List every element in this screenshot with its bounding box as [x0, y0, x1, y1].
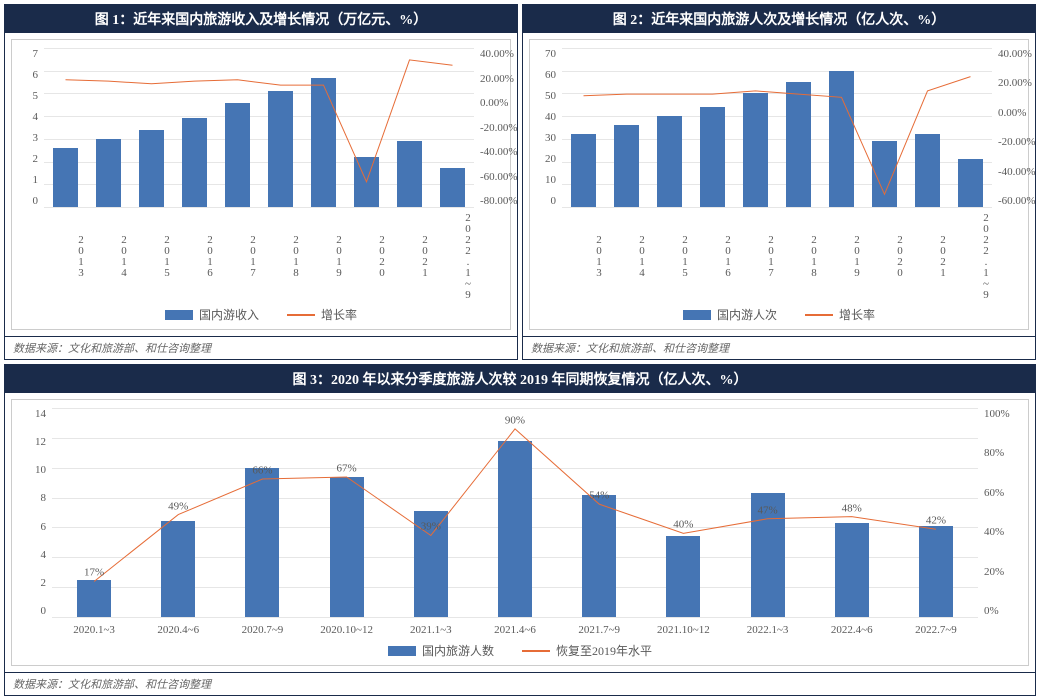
chart3-bars: [52, 408, 978, 617]
chart2-legend: 国内游人次 增长率: [540, 306, 1018, 323]
chart1-y-left: 76543210: [12, 48, 38, 207]
legend-bar-item: 国内游人次: [683, 306, 777, 323]
legend-line-item: 恢复至2019年水平: [522, 642, 652, 659]
chart-grid: 图 1：近年来国内旅游收入及增长情况（万亿元、%） 76543210 40.00…: [4, 4, 1036, 696]
legend-bar-item: 国内旅游人数: [388, 642, 494, 659]
chart1-bars: [44, 48, 474, 207]
legend-line-item: 增长率: [805, 306, 875, 323]
chart3-legend: 国内旅游人数 恢复至2019年水平: [22, 642, 1018, 659]
chart1-source: 数据来源：文化和旅游部、和仕咨询整理: [5, 336, 517, 359]
chart2-source: 数据来源：文化和旅游部、和仕咨询整理: [523, 336, 1035, 359]
chart2-y-right: 40.00%20.00%0.00%-20.00%-40.00%-60.00%: [998, 48, 1040, 207]
chart1-plot: 76543210 40.00%20.00%0.00%-20.00%-40.00%…: [44, 48, 474, 208]
chart2-plot: 706050403020100 40.00%20.00%0.00%-20.00%…: [562, 48, 992, 208]
bar-swatch-icon: [388, 646, 416, 656]
chart2-title: 图 2：近年来国内旅游人次及增长情况（亿人次、%）: [523, 5, 1035, 33]
bar-swatch-icon: [165, 310, 193, 320]
chart3-x-axis: 2020.1~32020.4~62020.7~92020.10~122021.1…: [52, 624, 978, 636]
legend-line-label: 增长率: [839, 306, 875, 323]
chart3-source: 数据来源：文化和旅游部、和仕咨询整理: [5, 672, 1035, 695]
chart1-y-right: 40.00%20.00%0.00%-20.00%-40.00%-60.00%-8…: [480, 48, 536, 207]
legend-bar-label: 国内游人次: [717, 306, 777, 323]
chart3-title: 图 3：2020 年以来分季度旅游人次较 2019 年同期恢复情况（亿人次、%）: [5, 365, 1035, 393]
chart3-y-right: 100%80%60%40%20%0%: [984, 408, 1040, 617]
legend-bar-item: 国内游收入: [165, 306, 259, 323]
legend-line-label: 增长率: [321, 306, 357, 323]
legend-bar-label: 国内游收入: [199, 306, 259, 323]
chart1-frame: 76543210 40.00%20.00%0.00%-20.00%-40.00%…: [11, 39, 511, 330]
chart2-y-left: 706050403020100: [530, 48, 556, 207]
panel-chart2: 图 2：近年来国内旅游人次及增长情况（亿人次、%） 70605040302010…: [522, 4, 1036, 360]
line-swatch-icon: [522, 650, 550, 652]
panel-chart3: 图 3：2020 年以来分季度旅游人次较 2019 年同期恢复情况（亿人次、%）…: [4, 364, 1036, 696]
line-swatch-icon: [805, 314, 833, 316]
chart2-frame: 706050403020100 40.00%20.00%0.00%-20.00%…: [529, 39, 1029, 330]
bar-swatch-icon: [683, 310, 711, 320]
legend-bar-label: 国内旅游人数: [422, 642, 494, 659]
chart3-y-left: 14121086420: [16, 408, 46, 617]
chart3-plot: 14121086420 100%80%60%40%20%0% 17%49%66%…: [52, 408, 978, 618]
chart3-frame: 14121086420 100%80%60%40%20%0% 17%49%66%…: [11, 399, 1029, 666]
panel-chart1: 图 1：近年来国内旅游收入及增长情况（万亿元、%） 76543210 40.00…: [4, 4, 518, 360]
chart1-title: 图 1：近年来国内旅游收入及增长情况（万亿元、%）: [5, 5, 517, 33]
line-swatch-icon: [287, 314, 315, 316]
legend-line-label: 恢复至2019年水平: [556, 642, 652, 659]
chart1-x-axis: 2013201420152016201720182019202020212022…: [44, 212, 474, 300]
chart2-x-axis: 2013201420152016201720182019202020212022…: [562, 212, 992, 300]
chart1-legend: 国内游收入 增长率: [22, 306, 500, 323]
legend-line-item: 增长率: [287, 306, 357, 323]
chart2-bars: [562, 48, 992, 207]
